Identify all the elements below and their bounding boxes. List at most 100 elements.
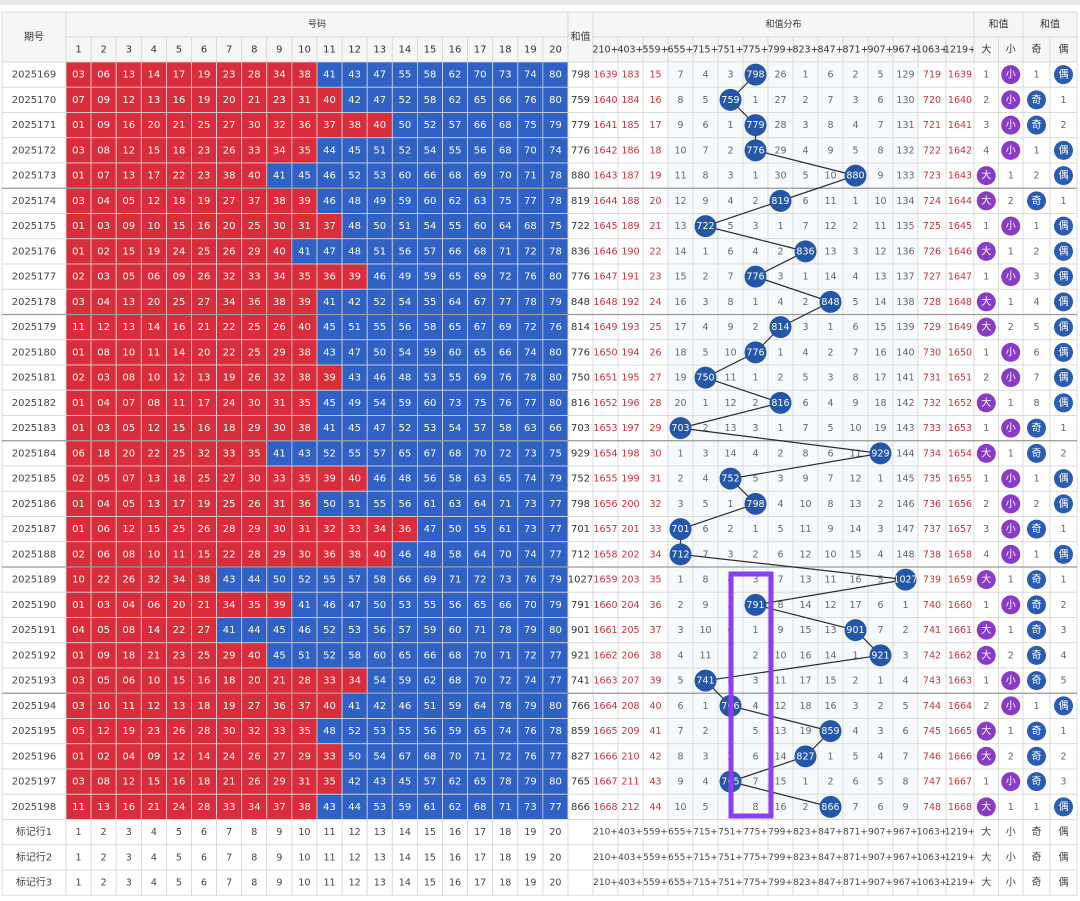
blue-number-bg — [266, 642, 293, 669]
blue-number: 62 — [449, 196, 462, 207]
header-number-col: 9 — [276, 45, 282, 56]
sum-bg — [567, 86, 594, 113]
dist-cell: 3 — [802, 322, 808, 333]
red-number-bg — [291, 364, 318, 391]
dist-cell: 744 — [923, 701, 941, 712]
blue-number-bg — [492, 617, 519, 644]
dist-cell: 1655 — [948, 474, 972, 485]
dist-cell-bg — [842, 364, 869, 391]
footer-number: 2 — [101, 878, 107, 889]
red-number: 21 — [198, 600, 211, 611]
odd-even-circle-label: 奇 — [1032, 93, 1042, 106]
issue: 2025179 — [12, 322, 57, 333]
header-dist-col: 559+ — [642, 45, 668, 56]
red-number: 25 — [173, 524, 186, 535]
dist-cell: 197 — [621, 423, 639, 434]
dist-cell: 1655 — [593, 474, 617, 485]
header-dist-col-bg — [892, 36, 919, 63]
red-number-bg — [65, 490, 92, 517]
red-number-bg — [65, 137, 92, 164]
red-number: 18 — [198, 701, 211, 712]
dist-cell: 1640 — [948, 95, 972, 106]
red-number: 01 — [72, 600, 85, 611]
blue-number: 59 — [398, 802, 411, 813]
blue-number: 80 — [549, 777, 562, 788]
dist-cell: 2 — [902, 625, 908, 636]
footer-number: 16 — [449, 827, 461, 838]
odd-even-circle-label: 偶 — [1059, 699, 1069, 712]
red-number: 05 — [97, 625, 110, 636]
red-number: 25 — [198, 246, 211, 257]
blue-number-bg — [492, 364, 519, 391]
blue-number-bg — [391, 768, 418, 795]
footer-number-bg — [140, 819, 167, 846]
issue: 2025187 — [12, 524, 57, 535]
dist-cell: 10 — [824, 549, 836, 560]
dist-cell: 14 — [874, 297, 886, 308]
blue-number: 48 — [348, 246, 361, 257]
red-number: 21 — [198, 322, 211, 333]
red-number: 02 — [97, 246, 110, 257]
blue-number: 67 — [398, 751, 411, 762]
dist-cell: 6 — [877, 600, 883, 611]
blue-number: 67 — [424, 448, 437, 459]
blue-number-bg — [467, 112, 494, 139]
blue-number: 59 — [424, 625, 437, 636]
dist-cell: 9 — [777, 625, 783, 636]
blue-number-bg — [442, 516, 469, 543]
blue-number: 77 — [524, 398, 537, 409]
red-number-bg — [65, 213, 92, 240]
blue-number-bg — [291, 238, 318, 265]
red-number: 29 — [273, 777, 286, 788]
red-number: 22 — [223, 322, 236, 333]
red-number: 33 — [248, 272, 261, 283]
sum-bg — [567, 415, 594, 442]
blue-number-bg — [416, 263, 443, 290]
dist-cell: 2 — [702, 726, 708, 737]
sum: 759 — [571, 95, 590, 106]
blue-number: 54 — [373, 676, 386, 687]
odd-even-cell: 1 — [1033, 701, 1039, 712]
red-number: 34 — [248, 802, 261, 813]
dist-cell-bg — [817, 238, 844, 265]
blue-number: 57 — [449, 120, 462, 131]
dist-cell-bg — [667, 743, 694, 770]
issue: 2025174 — [12, 196, 57, 207]
dist-cell: 2 — [702, 423, 708, 434]
red-number-bg — [216, 162, 243, 189]
footer-dist: 210+ — [593, 853, 618, 863]
red-number: 12 — [173, 373, 186, 384]
issue: 2025191 — [12, 625, 57, 636]
dist-cell: 20 — [649, 196, 661, 207]
dist-cell: 1644 — [948, 196, 972, 207]
dist-cell: 35 — [649, 575, 661, 586]
red-number-bg — [241, 768, 268, 795]
dist-cell: 12 — [824, 600, 836, 611]
dist-cell: 1657 — [948, 524, 972, 535]
blue-number-bg — [442, 86, 469, 113]
dist-cell-bg — [617, 591, 644, 618]
header-number-col-bg — [517, 36, 544, 63]
red-number: 35 — [298, 398, 311, 409]
blue-number-bg — [416, 187, 443, 214]
dist-cell: 40 — [649, 701, 661, 712]
dist-cell: 1654 — [948, 448, 972, 459]
footer-label: 标记行3 — [16, 876, 52, 889]
blue-number-bg — [517, 718, 544, 745]
odd-even-cell-bg — [1022, 238, 1051, 265]
sum: 779 — [571, 120, 590, 131]
footer-number: 4 — [151, 878, 157, 889]
dist-cell: 730 — [923, 347, 941, 358]
dist-cell: 210 — [621, 751, 639, 762]
dist-cell: 26 — [649, 347, 661, 358]
blue-number-bg — [492, 718, 519, 745]
red-number-bg — [65, 768, 92, 795]
dist-cell: 7 — [802, 423, 808, 434]
blue-number: 59 — [424, 347, 437, 358]
blue-number: 45 — [273, 650, 286, 661]
sum-bg — [567, 768, 594, 795]
dist-cell: 2 — [777, 448, 783, 459]
dist-cell-bg — [917, 86, 947, 113]
red-number: 27 — [223, 120, 236, 131]
blue-number-bg — [467, 263, 494, 290]
